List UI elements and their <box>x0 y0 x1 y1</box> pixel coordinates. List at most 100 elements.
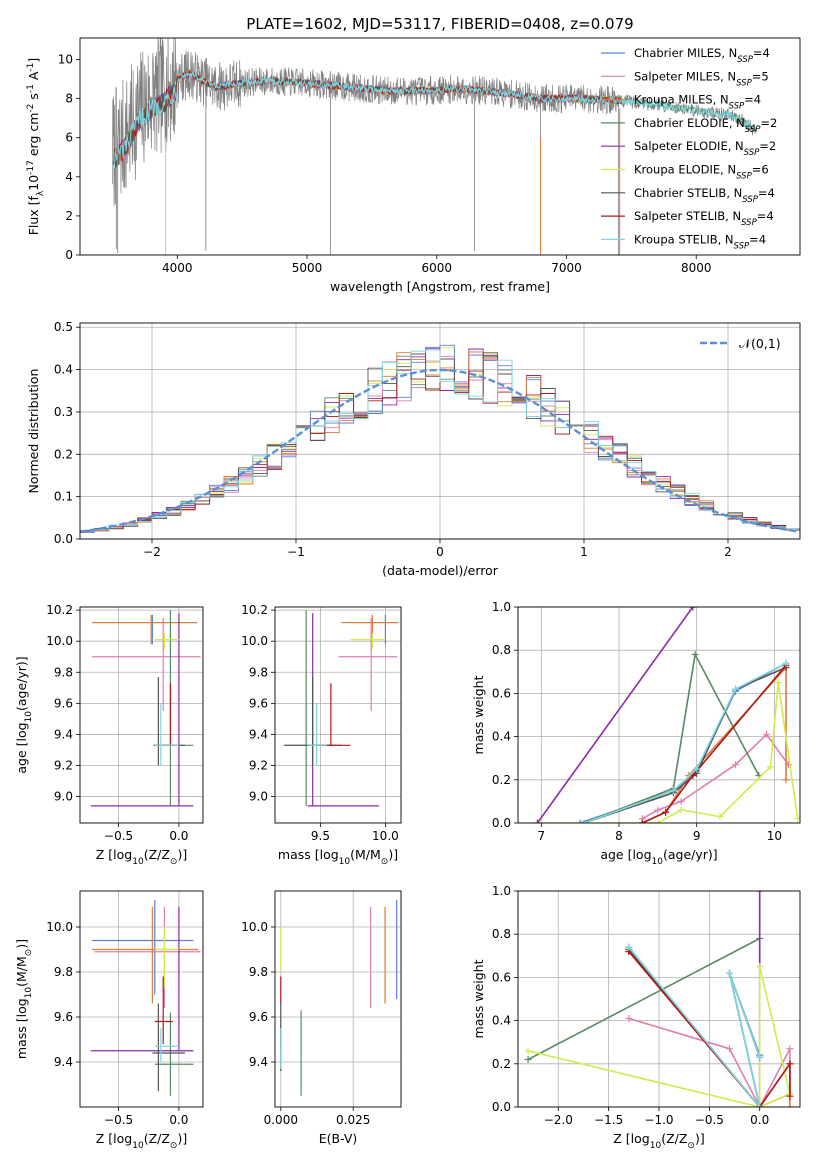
legend-label-sub: SSP <box>729 102 745 112</box>
x-tick-label: 0.000 <box>264 1113 298 1127</box>
errorbar-point <box>154 703 179 766</box>
weight-marker <box>677 797 685 805</box>
weight-marker <box>786 1103 794 1107</box>
y-tick-label: 0.8 <box>492 927 511 941</box>
x-tick-label: 2 <box>724 545 732 559</box>
errorbar-point <box>307 703 327 766</box>
y-tick-label: 0.0 <box>492 1100 511 1114</box>
axes-frame <box>274 606 402 824</box>
errorbar-point <box>92 614 197 645</box>
x-tick-label: −1 <box>287 545 305 559</box>
weight-marker <box>716 813 724 821</box>
y-tick-label: 9.6 <box>249 1010 268 1024</box>
weight-marker <box>693 765 701 773</box>
x-tick-label: −1.0 <box>644 1113 673 1127</box>
errorbar-point <box>154 1012 194 1096</box>
x-tick-label: 0.0 <box>750 1113 769 1127</box>
legend-label: Kroupa ELODIE, NSSP=6 <box>634 163 769 182</box>
errorbar-point <box>154 927 179 988</box>
gaussian-legend-label: 𝒩(0,1) <box>739 336 781 351</box>
plot-area <box>112 38 757 255</box>
weight-marker <box>580 819 588 823</box>
axes: 7 8 9 10 0.0 0.2 0.4 0.6 0.8 1.0 age [log10(age/yr… <box>471 600 801 867</box>
errorbar-point <box>154 976 173 1044</box>
errorbar-point <box>92 614 197 645</box>
weight-line <box>541 682 799 823</box>
y-tick-label: 1.0 <box>492 884 511 898</box>
y-tick-label: 0.4 <box>492 730 511 744</box>
x-tick-label: 6000 <box>421 261 452 275</box>
x-tick-label: 1 <box>580 545 588 559</box>
x-tick-label: 5000 <box>292 261 323 275</box>
y-tick-label: 8 <box>65 92 73 106</box>
weight-marker <box>786 1092 794 1100</box>
weight-marker <box>726 969 733 977</box>
weight-marker <box>677 806 685 814</box>
weight-line <box>527 937 761 1061</box>
legend-label-main: Kroupa ELODIE, N <box>634 163 736 177</box>
weight-marker <box>533 819 541 823</box>
weight-marker <box>669 787 677 795</box>
y-tick-label: 0.0 <box>492 816 511 830</box>
panel-age-Z: −0.5 0.0 9.0 9.2 9.4 9.6 9.8 10.0 10.2 Z [log10(Z… <box>14 603 204 867</box>
legend-label-tail: =2 <box>760 116 777 130</box>
y-tick-label: 10.0 <box>241 634 268 648</box>
y-tick-label: 9.0 <box>249 790 268 804</box>
errorbar-point <box>90 906 194 1052</box>
legend-label-main: Salpeter STELIB, N <box>634 209 741 223</box>
x-tick-label: 0.0 <box>169 1113 188 1127</box>
x-axis-label: age [log10(age/yr)] <box>600 847 717 867</box>
x-tick-label: 0.025 <box>336 1113 370 1127</box>
y-tick-label: 0.5 <box>54 320 73 334</box>
legend-label-sub: SSP <box>734 241 750 251</box>
y-tick-label: 10 <box>58 53 73 67</box>
x-tick-label: 10.0 <box>372 829 399 843</box>
axes: 4000 5000 6000 7000 8000 0 2 4 6 8 10 wavelength [A… <box>26 37 801 294</box>
weight-marker <box>625 943 633 951</box>
errorbar-point <box>307 613 379 807</box>
axes-frame <box>517 606 801 824</box>
legend-label-tail: =4 <box>753 46 770 60</box>
y-tick-label: 0.3 <box>54 405 73 419</box>
y-tick-label: 9.2 <box>249 759 268 773</box>
legend-label: Kroupa STELIB, NSSP=4 <box>634 232 766 251</box>
weight-marker <box>786 1060 794 1068</box>
weight-marker <box>794 815 800 823</box>
weight-line <box>579 662 787 823</box>
weight-marker <box>654 806 662 814</box>
legend-label: Chabrier ELODIE, NSSP=2 <box>634 116 777 135</box>
weight-marker <box>691 651 699 659</box>
y-tick-label: 0.0 <box>54 532 73 546</box>
weight-line <box>641 733 789 820</box>
x-tick-label: 7000 <box>551 261 582 275</box>
errorbar-point <box>317 683 351 746</box>
axes-frame <box>79 322 801 540</box>
y-tick-label: 9.8 <box>54 665 73 679</box>
axes: 0.000 0.025 9.4 9.6 9.8 10.0 E(B-V) <box>241 890 402 1146</box>
x-tick-label: 9 <box>693 829 701 843</box>
legend-label-sub: SSP <box>736 78 752 88</box>
x-tick-label: −0.5 <box>104 829 133 843</box>
x-tick-label: 7 <box>537 829 545 843</box>
y-tick-label: 0.6 <box>492 970 511 984</box>
y-tick-label: 9.6 <box>249 696 268 710</box>
y-tick-label: 0.2 <box>492 773 511 787</box>
weight-marker <box>524 1047 532 1055</box>
errorbar-point <box>154 1028 179 1062</box>
weight-marker <box>638 819 646 823</box>
model-fit-spectrum <box>113 70 755 169</box>
legend-label-sub: SSP <box>736 172 752 182</box>
plot-area <box>90 610 201 807</box>
legend-label-tail: =4 <box>758 186 775 200</box>
axes-frame <box>274 890 402 1108</box>
legend-label-main: Kroupa MILES, N <box>634 93 729 107</box>
y-tick-label: 10.2 <box>241 603 268 617</box>
panel-weight-age: 7 8 9 10 0.0 0.2 0.4 0.6 0.8 1.0 age [log10(age/yr… <box>471 600 801 867</box>
weight-marker <box>766 763 774 771</box>
panel-residuals: −2 −1 0 1 2 0.0 0.1 0.2 0.3 0.4 0.5 (data-model)/er… <box>26 320 801 578</box>
weight-marker <box>726 1045 733 1053</box>
panel-mass-ebv: 0.000 0.025 9.4 9.6 9.8 10.0 E(B-V) <box>241 890 402 1146</box>
y-tick-label: 9.4 <box>249 727 268 741</box>
axes: −2.0 −1.5 −1.0 −0.5 0.0 0.0 0.2 0.4 0.6 0.8 1.0 Z [… <box>471 884 801 1151</box>
axes-frame <box>517 890 801 1108</box>
